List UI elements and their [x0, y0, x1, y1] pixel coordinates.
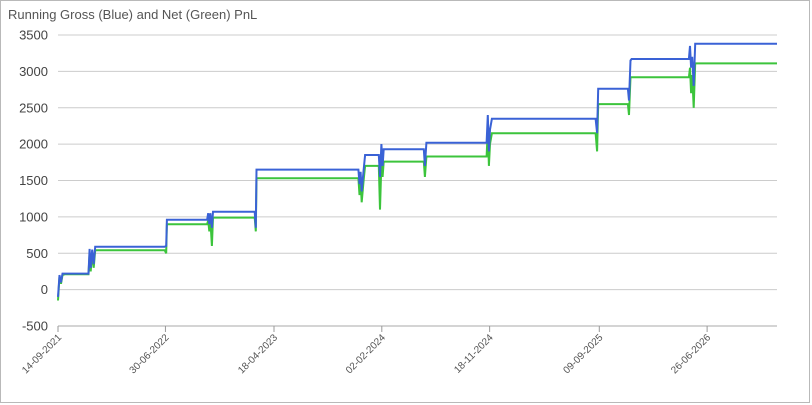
y-tick-label: 1000 [19, 209, 48, 224]
x-tick-label: 18-04-2023 [236, 332, 280, 376]
y-tick-label: 0 [41, 282, 48, 297]
plot-area [57, 42, 777, 301]
y-tick-label: 500 [26, 246, 48, 261]
x-tick-label: 30-06-2022 [128, 332, 172, 376]
y-tick-label: 3500 [19, 28, 48, 43]
y-tick-label: 2000 [19, 137, 48, 152]
chart-title: Running Gross (Blue) and Net (Green) PnL [8, 7, 258, 22]
x-tick-label: 09-09-2025 [561, 332, 605, 376]
y-tick-label: 2500 [19, 100, 48, 115]
grid-lines [58, 34, 777, 327]
y-tick-label: 3000 [19, 64, 48, 79]
x-tick-label: 14-09-2021 [20, 332, 64, 376]
x-tick-label: 26-06-2026 [669, 332, 713, 376]
gross-pnl-line [57, 42, 777, 297]
y-tick-label: -500 [22, 319, 48, 334]
y-axis: 3500 3000 2500 2000 1500 1000 500 0 -500 [19, 28, 48, 334]
y-tick-label: 1500 [19, 173, 48, 188]
x-tick-label: 18-11-2024 [452, 332, 496, 376]
x-axis: 14-09-2021 30-06-2022 18-04-2023 02-02-2024… [20, 325, 777, 376]
x-tick-label: 02-02-2024 [344, 332, 388, 376]
net-pnl-line [57, 62, 777, 301]
